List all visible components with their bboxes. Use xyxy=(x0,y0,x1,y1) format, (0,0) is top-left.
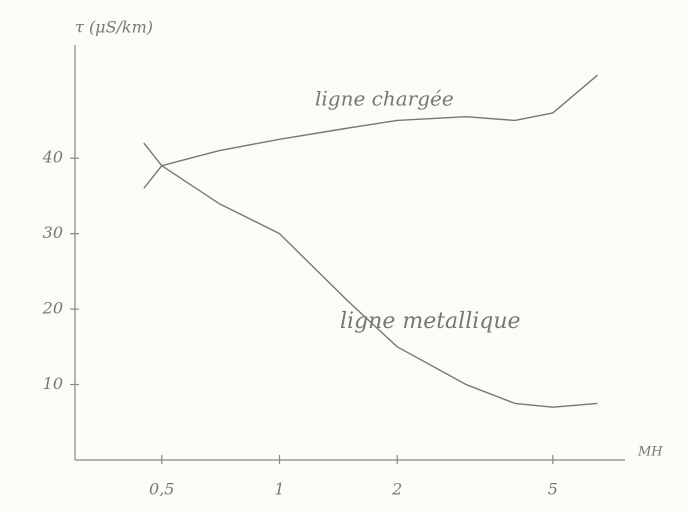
series-label: ligne metallique xyxy=(340,309,521,334)
y-tick-label: 40 xyxy=(42,148,63,167)
y-tick-label: 10 xyxy=(43,374,63,393)
series-label: ligne chargée xyxy=(315,87,454,111)
x-tick-label: 0,5 xyxy=(149,480,174,499)
background xyxy=(0,0,687,511)
x-tick-label: 5 xyxy=(548,480,558,499)
y-tick-label: 30 xyxy=(43,223,63,242)
y-tick-label: 20 xyxy=(42,299,63,318)
y-axis-label: τ (μS/km) xyxy=(75,18,153,37)
x-tick-label: 2 xyxy=(391,480,402,499)
chart: τ (μS/km) MH ligne chargée ligne metalli… xyxy=(0,0,687,511)
x-axis-label: MH xyxy=(637,445,663,460)
x-tick-label: 1 xyxy=(274,480,284,499)
